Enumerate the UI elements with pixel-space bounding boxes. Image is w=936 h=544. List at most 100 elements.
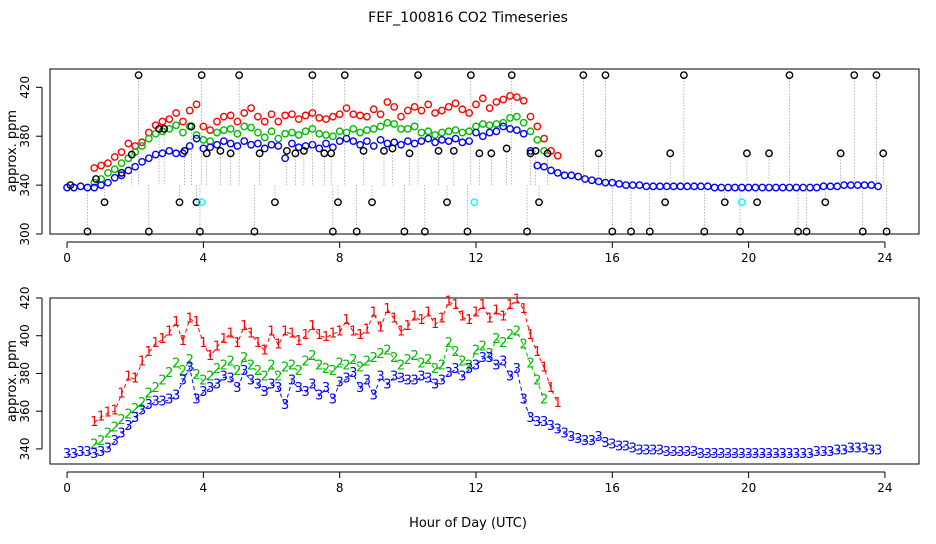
bottom-series-3-point: 3 — [356, 381, 364, 396]
bottom-series-2-point: 2 — [254, 364, 262, 379]
top-series-1-point — [213, 117, 221, 126]
bottom-series-1-point: 1 — [261, 343, 269, 358]
top-series-4-point — [400, 227, 409, 236]
bottom-series-2-point: 2 — [192, 368, 200, 383]
top-series-2-point — [294, 131, 303, 139]
top-series-2-point — [192, 131, 201, 139]
bottom-x-tick-label: 8 — [336, 481, 344, 495]
bottom-series-3-point: 3 — [77, 445, 85, 460]
bottom-series-2-line — [94, 331, 545, 446]
bottom-series-3-point: 3 — [322, 381, 330, 396]
bottom-y-tick-label: 360 — [18, 400, 32, 423]
bottom-series-3-point: 3 — [622, 440, 630, 455]
top-series-3-point — [281, 154, 290, 163]
bottom-series-2-point: 2 — [131, 402, 139, 417]
bottom-series-1-point: 1 — [417, 313, 425, 328]
bottom-series-2-point: 2 — [506, 328, 514, 343]
bottom-series-3-point: 3 — [267, 377, 275, 392]
bottom-series-3-point: 3 — [479, 351, 487, 366]
top-series-4-point — [882, 227, 891, 236]
bottom-series-2-point: 2 — [499, 336, 507, 351]
bottom-series-3-point: 3 — [458, 370, 466, 385]
top-series-3-point — [574, 172, 583, 181]
top-series-1-point — [444, 102, 453, 111]
bottom-series-2-point: 2 — [376, 347, 384, 362]
bottom-series-3-point: 3 — [288, 374, 296, 389]
bottom-series-3-point: 3 — [595, 430, 603, 445]
top-series-5-point — [470, 198, 479, 207]
bottom-series-3-point: 3 — [697, 447, 705, 462]
bottom-series-1-point: 1 — [199, 336, 207, 351]
shared-xlabel: Hour of Day (UTC) — [409, 516, 527, 531]
bottom-series-3-point: 3 — [860, 441, 868, 456]
bottom-series-3-point: 3 — [63, 447, 71, 462]
top-series-2-point — [465, 127, 474, 136]
top-series-1-point — [117, 148, 126, 157]
top-series-4-point — [405, 149, 414, 158]
bottom-series-1-point: 1 — [363, 323, 371, 338]
top-series-4-point — [523, 227, 531, 236]
top-series-2-point — [526, 127, 535, 136]
top-series-3-point — [342, 134, 351, 143]
bottom-series-2-point: 2 — [438, 358, 446, 373]
bottom-series-3-point: 3 — [581, 434, 589, 449]
bottom-series-2-point: 2 — [152, 381, 160, 396]
top-series-2-point — [478, 120, 487, 128]
bottom-series-1-point: 1 — [465, 313, 473, 328]
bottom-series-2-point: 2 — [213, 362, 221, 377]
bottom-series-1-point: 1 — [499, 309, 507, 324]
bottom-series-3-point: 3 — [485, 351, 493, 366]
top-series-2-point — [240, 122, 249, 131]
bottom-series-3-point: 3 — [376, 370, 384, 385]
top-series-2-point — [499, 118, 508, 127]
bottom-series-2-point: 2 — [485, 347, 493, 362]
top-series-3-point — [608, 178, 617, 187]
top-series-4-point — [127, 150, 136, 159]
bottom-series-3-point: 3 — [349, 366, 357, 381]
top-series-3-point — [662, 182, 671, 191]
bottom-series-3-point: 3 — [111, 434, 119, 449]
bottom-series-3-point: 3 — [669, 445, 677, 460]
bottom-series-1-point: 1 — [111, 404, 119, 419]
top-series-4-point — [175, 198, 184, 207]
bottom-series-2-point: 2 — [513, 324, 521, 339]
top-series-1-point — [328, 112, 337, 121]
top-series-2-point — [301, 127, 310, 136]
bottom-y-tick-label: 400 — [18, 324, 32, 347]
bottom-series-3-point: 3 — [424, 372, 432, 387]
bottom-series-1-point: 1 — [540, 360, 548, 375]
top-series-3-point — [710, 183, 719, 192]
top-series-3-point — [444, 137, 453, 146]
top-series-3-point — [587, 176, 596, 185]
top-x-tick-label: 0 — [63, 251, 71, 265]
top-series-1-point — [403, 106, 412, 115]
top-series-4-point — [836, 149, 845, 158]
bottom-series-1-point: 1 — [390, 311, 398, 326]
top-series-1-point — [172, 109, 180, 117]
bottom-series-1-point: 1 — [315, 328, 323, 343]
top-series-4-point — [250, 227, 259, 236]
top-series-1-point — [199, 122, 208, 131]
top-series-3-point — [676, 182, 685, 191]
top-series-2-point — [363, 126, 371, 135]
bottom-series-1-point: 1 — [356, 328, 364, 343]
top-series-4-point — [192, 198, 201, 207]
top-series-3-point — [417, 137, 426, 146]
bottom-series-2-point: 2 — [424, 353, 432, 368]
bottom-data-marks: 1111111111111111111111111111111111111111… — [63, 292, 882, 462]
bottom-series-3-point: 3 — [274, 381, 282, 396]
top-series-4-point — [117, 168, 126, 177]
bottom-series-2-point: 2 — [458, 355, 466, 370]
top-series-2-point — [260, 133, 269, 142]
bottom-series-3-point: 3 — [240, 364, 248, 379]
top-series-4-point — [197, 71, 206, 80]
bottom-series-3-point: 3 — [281, 398, 289, 413]
top-series-3-point — [410, 139, 419, 148]
top-series-3-point — [840, 181, 848, 190]
top-series-4-point — [543, 149, 552, 158]
bottom-series-3-point: 3 — [295, 381, 303, 396]
top-series-3-point — [144, 154, 153, 163]
top-series-2-point — [458, 128, 467, 137]
top-series-2-point — [247, 123, 255, 132]
